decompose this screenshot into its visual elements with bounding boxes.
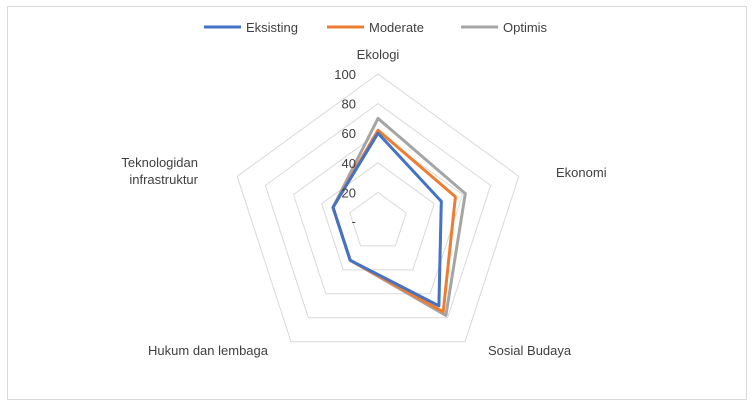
tick-label: 60 [342, 126, 356, 141]
tick-label: 100 [334, 67, 356, 82]
legend: Eksisting Moderate Optimis [204, 20, 548, 35]
category-label: Ekonomi [556, 165, 607, 180]
legend-item-eksisting: Eksisting [204, 20, 298, 35]
category-label: Ekologi [357, 47, 400, 62]
legend-item-moderate: Moderate [327, 20, 424, 35]
legend-label: Eksisting [246, 20, 298, 35]
radar-grid [236, 73, 520, 343]
radar-series [331, 116, 467, 317]
grid-ring [321, 162, 435, 271]
legend-label: Moderate [369, 20, 424, 35]
category-label: Hukum dan lembaga [148, 343, 269, 358]
tick-label: - [352, 214, 356, 229]
tick-label: 80 [342, 97, 356, 112]
chart-frame [7, 6, 747, 400]
grid-ring [236, 73, 520, 343]
tick-label: 40 [342, 156, 356, 171]
grid-ring [349, 191, 407, 247]
category-label: Sosial Budaya [488, 343, 572, 358]
legend-label: Optimis [503, 20, 548, 35]
grid-ring [264, 102, 492, 319]
category-labels: Ekologi Ekonomi Sosial Budaya Hukum dan lem… [121, 47, 606, 358]
series-line-eksisting [331, 131, 443, 308]
grid-ring [292, 132, 464, 295]
category-label: Teknologidan infrastruktur [121, 155, 198, 187]
tick-label: 20 [342, 185, 356, 200]
radial-tick-labels: - 20 40 60 80 100 [334, 67, 356, 229]
legend-item-optimis: Optimis [461, 20, 548, 35]
